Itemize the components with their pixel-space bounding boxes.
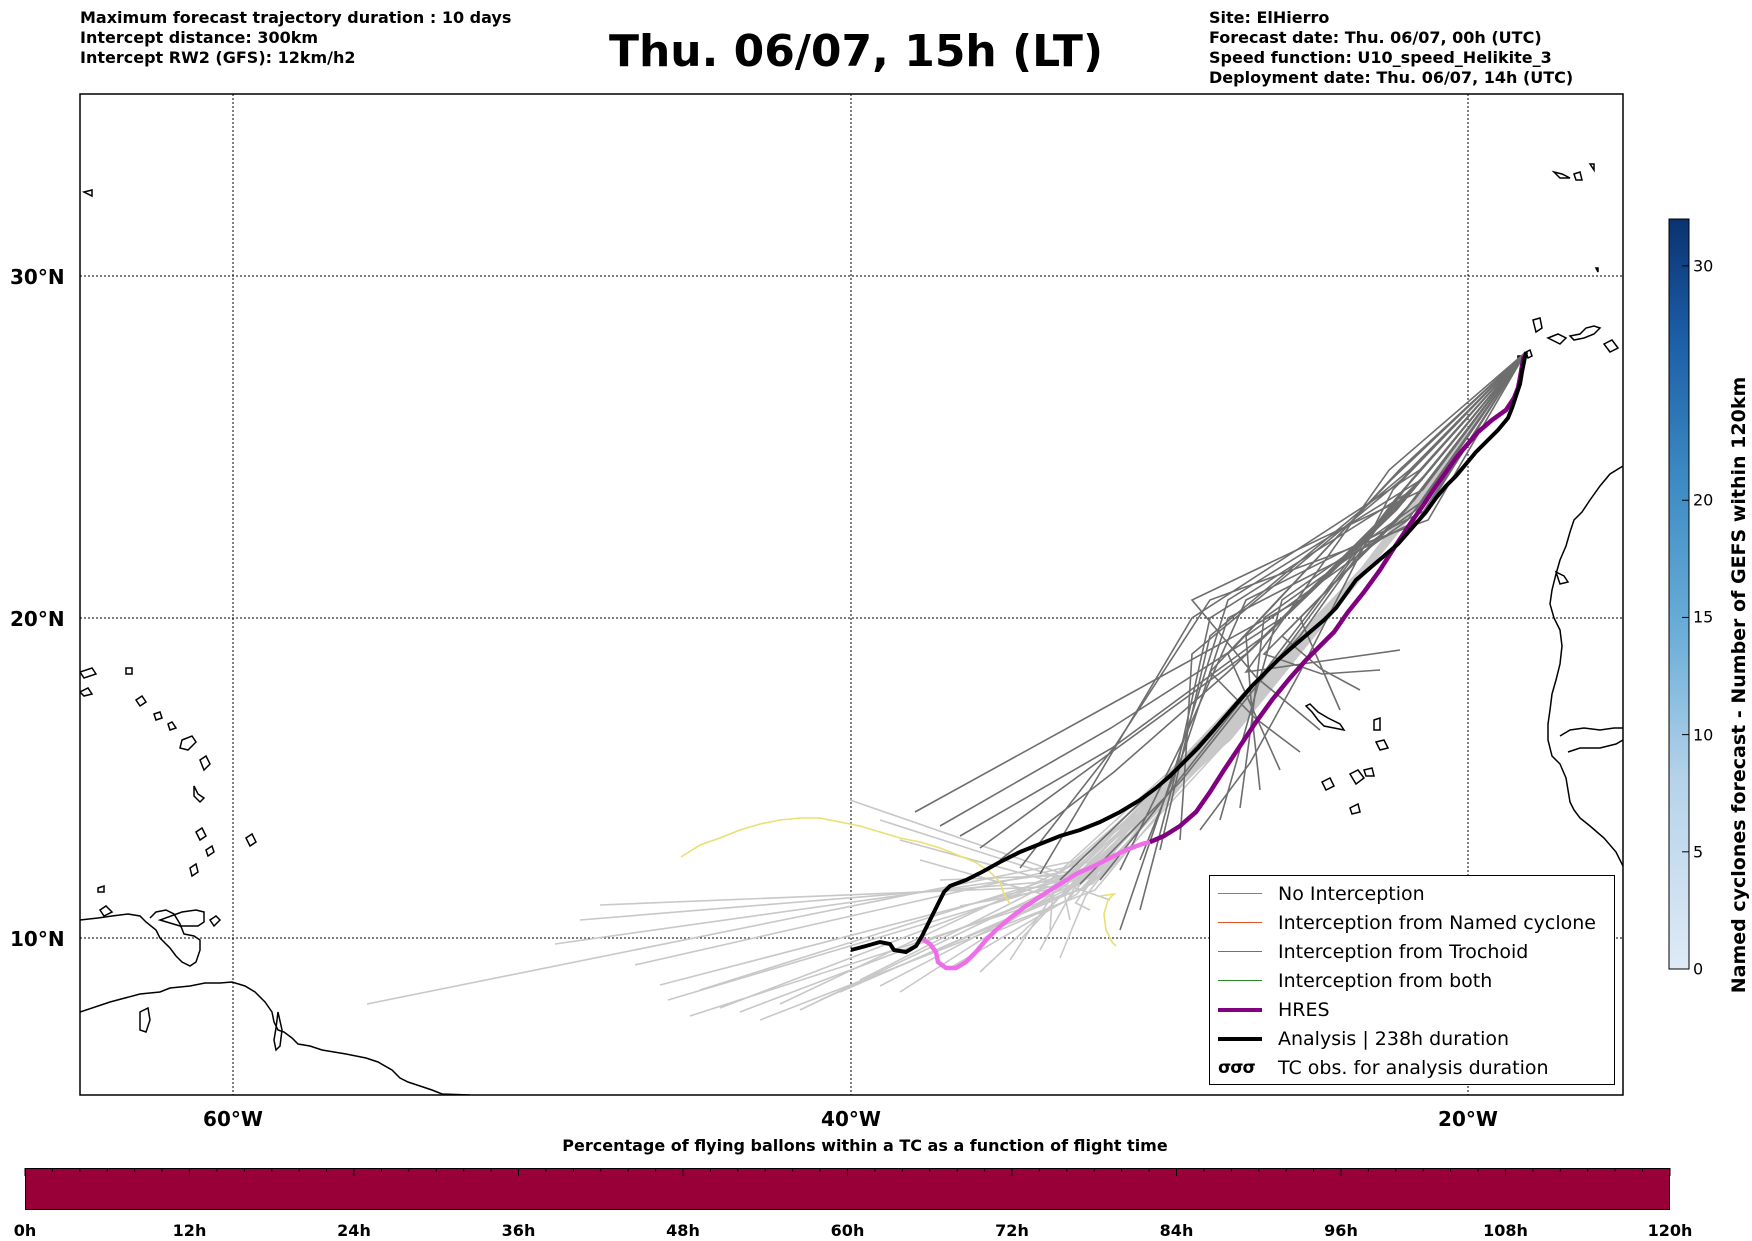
lat-label-30n: 30°N — [10, 265, 65, 289]
legend-swatch — [1218, 1007, 1262, 1012]
run-info-right: Site: ElHierro Forecast date: Thu. 06/07… — [1209, 8, 1573, 88]
colorbar-tick-label: 20 — [1693, 490, 1714, 510]
bar-tick-label: 108h — [1483, 1221, 1528, 1240]
bar-tick-label: 0h — [13, 1221, 37, 1240]
legend-item-named-cyclone: Interception from Named cyclone — [1218, 908, 1596, 937]
legend-label: HRES — [1278, 998, 1330, 1021]
intercept-rw2-text: Intercept RW2 (GFS): 12km/h2 — [80, 48, 356, 67]
ensemble-trajectory — [1019, 351, 1527, 869]
ensemble-trajectory — [1208, 351, 1527, 753]
colorbar-tick-label: 5 — [1693, 842, 1704, 862]
legend: No Interception Interception from Named … — [1209, 875, 1615, 1085]
bar-tick-label: 24h — [337, 1221, 371, 1240]
run-info-left: Maximum forecast trajectory duration : 1… — [80, 8, 511, 68]
bar-tick-label: 36h — [501, 1221, 536, 1240]
ensemble-trajectory — [1262, 351, 1527, 675]
ensemble-trajectory — [1244, 351, 1527, 674]
bar-tick-label: 120h — [1647, 1221, 1693, 1240]
colorbar-tick-label: 10 — [1693, 725, 1714, 745]
colorbar-tick-label: 30 — [1693, 256, 1714, 276]
cyclone-symbol-icon: σσσ — [1218, 1057, 1256, 1078]
bottom-bar-title: Percentage of flying ballons within a TC… — [562, 1136, 1168, 1155]
ensemble-trajectory — [1139, 351, 1527, 911]
bar-tick-label: 96h — [1324, 1221, 1358, 1240]
legend-item-tc-obs: σσσ TC obs. for analysis duration — [1218, 1053, 1549, 1082]
forecast-date-text: Forecast date: Thu. 06/07, 00h (UTC) — [1209, 28, 1542, 47]
legend-item-both: Interception from both — [1218, 966, 1492, 995]
bar-tick-label: 60h — [830, 1221, 865, 1240]
ensemble-trajectory — [1245, 351, 1527, 791]
coastline-caribbean — [80, 189, 471, 1095]
colorbar-tick-marks — [1682, 265, 1689, 970]
legend-item-no-interception: No Interception — [1218, 879, 1425, 908]
speed-function-text: Speed function: U10_speed_Helikite_3 — [1209, 48, 1552, 67]
lon-label-40w: 40°W — [821, 1107, 881, 1131]
colorbar — [1668, 218, 1690, 970]
legend-label: Interception from both — [1278, 969, 1493, 992]
colorbar-tick-label: 15 — [1693, 607, 1714, 627]
legend-label: Interception from Trochoid — [1278, 940, 1529, 963]
site-text: Site: ElHierro — [1209, 8, 1330, 27]
lat-label-10n: 10°N — [10, 927, 65, 951]
ensemble-trajectories-dark — [914, 351, 1527, 931]
bar-tick-label: 84h — [1159, 1221, 1194, 1240]
bar-tick-label: 72h — [995, 1221, 1029, 1240]
colorbar-tick-label: 0 — [1693, 959, 1704, 979]
ensemble-trajectory — [1199, 351, 1527, 831]
lon-label-20w: 20°W — [1438, 1107, 1498, 1131]
legend-swatch — [1218, 893, 1262, 894]
hres-trajectory — [1149, 355, 1527, 845]
legend-label: TC obs. for analysis duration — [1278, 1056, 1549, 1079]
legend-item-hres: HRES — [1218, 995, 1330, 1024]
legend-label: Interception from Named cyclone — [1278, 911, 1596, 934]
hres-trajectory-early — [919, 839, 1151, 971]
legend-swatch — [1218, 951, 1262, 952]
map-border — [79, 93, 1624, 1096]
legend-item-trochoid: Interception from Trochoid — [1218, 937, 1528, 966]
analysis-trajectory — [850, 351, 1528, 955]
lat-label-20n: 20°N — [10, 607, 65, 631]
legend-swatch — [1218, 980, 1262, 981]
bar-tick-label: 12h — [172, 1221, 207, 1240]
legend-swatch — [1218, 922, 1262, 923]
coastline-africa — [1304, 163, 1623, 867]
legend-item-analysis: Analysis | 238h duration — [1218, 1024, 1509, 1053]
intercept-distance-text: Intercept distance: 300km — [80, 28, 319, 47]
legend-label: No Interception — [1278, 882, 1425, 905]
max-duration-text: Maximum forecast trajectory duration : 1… — [80, 8, 512, 27]
lon-label-60w: 60°W — [203, 1107, 263, 1131]
legend-label: Analysis | 238h duration — [1278, 1027, 1510, 1050]
legend-swatch — [1218, 1036, 1262, 1041]
deployment-date-text: Deployment date: Thu. 06/07, 14h (UTC) — [1209, 68, 1574, 87]
page-title: Thu. 06/07, 15h (LT) — [608, 26, 1104, 77]
bar-tick-label: 48h — [666, 1221, 700, 1240]
